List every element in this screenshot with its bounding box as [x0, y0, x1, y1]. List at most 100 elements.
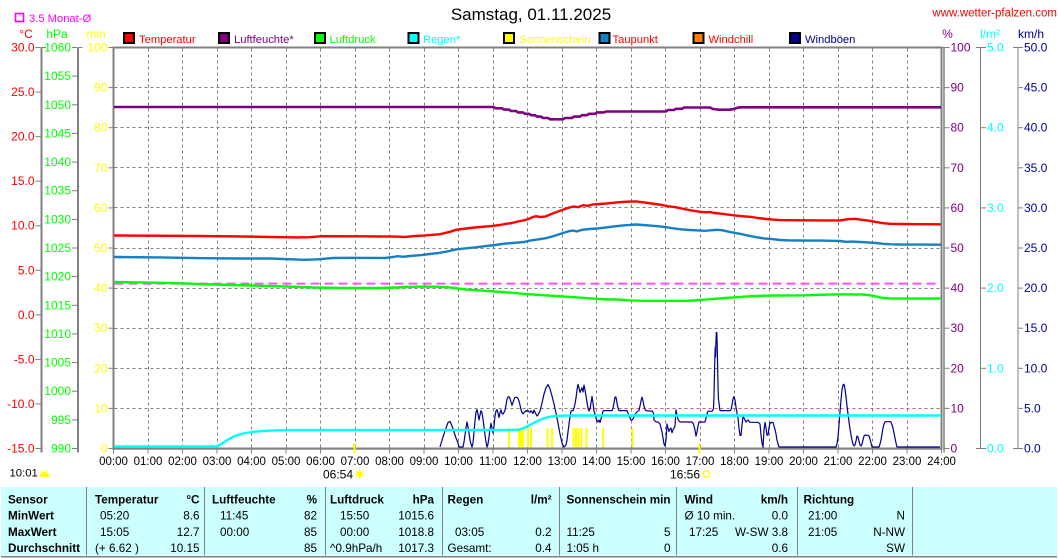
svg-text:20.0: 20.0 — [11, 130, 35, 144]
svg-text:Regen*: Regen* — [423, 34, 461, 46]
svg-text:Windböen: Windböen — [805, 34, 855, 46]
svg-text:03:05: 03:05 — [455, 526, 485, 539]
svg-text:1055: 1055 — [44, 69, 71, 83]
svg-text:60: 60 — [951, 201, 965, 215]
svg-text:Temperatur: Temperatur — [95, 494, 159, 507]
svg-text:35.0: 35.0 — [1024, 161, 1048, 175]
svg-text:1:05 h: 1:05 h — [567, 542, 600, 555]
svg-text:5.0: 5.0 — [18, 263, 35, 277]
svg-text:0.4: 0.4 — [535, 542, 552, 555]
svg-text:1010: 1010 — [44, 327, 71, 341]
svg-text:05:00: 05:00 — [272, 456, 301, 468]
svg-text:www.wetter-pfalzen.com: www.wetter-pfalzen.com — [931, 8, 1057, 20]
svg-text:(+ 6.62 ): (+ 6.62 ) — [95, 542, 139, 555]
svg-text:82: 82 — [304, 510, 317, 523]
svg-text:1045: 1045 — [44, 126, 71, 140]
svg-text:50.0: 50.0 — [1024, 41, 1048, 55]
svg-text:5.0: 5.0 — [1024, 401, 1041, 415]
svg-text:01:00: 01:00 — [134, 456, 163, 468]
svg-text:MinWert: MinWert — [8, 510, 54, 523]
svg-text:1015.6: 1015.6 — [398, 510, 434, 523]
svg-text:00:00: 00:00 — [99, 456, 128, 468]
svg-text:995: 995 — [51, 413, 71, 427]
svg-text:00:00: 00:00 — [220, 526, 250, 539]
svg-text:N: N — [897, 510, 905, 523]
svg-text:Luftdruck: Luftdruck — [330, 34, 376, 46]
svg-text:Wind: Wind — [685, 494, 713, 507]
svg-text:10:00: 10:00 — [444, 456, 473, 468]
svg-text:SW: SW — [886, 542, 905, 555]
svg-text:20.0: 20.0 — [1024, 281, 1048, 295]
svg-text:25.0: 25.0 — [11, 85, 35, 99]
svg-text:Samstag, 01.11.2025: Samstag, 01.11.2025 — [451, 5, 611, 24]
svg-text:10.0: 10.0 — [1024, 361, 1048, 375]
svg-text:1000: 1000 — [44, 384, 71, 398]
svg-text:11:25: 11:25 — [567, 526, 596, 539]
svg-text:06:54: 06:54 — [323, 468, 353, 482]
svg-text:60: 60 — [94, 201, 108, 215]
svg-text:10.0: 10.0 — [11, 219, 35, 233]
svg-text:Luftfeuchte: Luftfeuchte — [212, 494, 276, 507]
svg-text:30.0: 30.0 — [1024, 201, 1048, 215]
svg-text:21:00: 21:00 — [808, 510, 838, 523]
svg-text:990: 990 — [51, 442, 71, 456]
svg-text:70: 70 — [94, 161, 108, 175]
svg-text:13:00: 13:00 — [548, 456, 577, 468]
svg-text:100: 100 — [951, 41, 971, 55]
svg-text:70: 70 — [951, 161, 965, 175]
svg-text:1017.3: 1017.3 — [398, 542, 434, 555]
svg-text:00:00: 00:00 — [340, 526, 370, 539]
svg-text:MaxWert: MaxWert — [8, 526, 57, 539]
svg-text:85: 85 — [304, 542, 318, 555]
svg-text:km/h: km/h — [1018, 27, 1044, 41]
svg-text:°C: °C — [19, 27, 33, 41]
svg-text:Richtung: Richtung — [804, 494, 855, 507]
svg-text:1025: 1025 — [44, 241, 71, 255]
svg-text:40: 40 — [94, 281, 108, 295]
svg-text:22:00: 22:00 — [858, 456, 887, 468]
svg-text:min: min — [650, 494, 671, 507]
svg-text:21:05: 21:05 — [808, 526, 838, 539]
svg-text:hPa: hPa — [413, 494, 435, 507]
svg-text:21:00: 21:00 — [824, 456, 853, 468]
svg-text:Sonnenschein: Sonnenschein — [520, 34, 591, 46]
svg-text:-5.0: -5.0 — [14, 352, 35, 366]
svg-text:08:00: 08:00 — [375, 456, 404, 468]
svg-text:1015: 1015 — [44, 298, 71, 312]
svg-text:05:20: 05:20 — [100, 510, 130, 523]
svg-text:15:50: 15:50 — [340, 510, 370, 523]
svg-text:0: 0 — [664, 542, 671, 555]
svg-text:1018.8: 1018.8 — [398, 526, 434, 539]
svg-text:02:00: 02:00 — [168, 456, 197, 468]
svg-text:N-NW: N-NW — [873, 526, 905, 539]
svg-text:0.0: 0.0 — [772, 510, 789, 523]
svg-text:1050: 1050 — [44, 98, 71, 112]
svg-text:90: 90 — [951, 81, 965, 95]
svg-text:85: 85 — [304, 526, 318, 539]
svg-text:%: % — [942, 27, 953, 41]
svg-text:19:00: 19:00 — [755, 456, 784, 468]
svg-text:1005: 1005 — [44, 356, 71, 370]
svg-text:10.15: 10.15 — [170, 542, 200, 555]
svg-text:11:45: 11:45 — [220, 510, 249, 523]
svg-text:Luftdruck: Luftdruck — [330, 494, 384, 507]
svg-text:2.0: 2.0 — [987, 281, 1004, 295]
svg-text:-10.0: -10.0 — [7, 397, 35, 411]
svg-text:Luftfeuchte*: Luftfeuchte* — [234, 34, 294, 46]
svg-text:30: 30 — [94, 321, 108, 335]
svg-text:16:00: 16:00 — [651, 456, 680, 468]
svg-text:15.0: 15.0 — [1024, 321, 1048, 335]
svg-text:30.0: 30.0 — [11, 41, 35, 55]
svg-text:°C: °C — [186, 494, 200, 507]
svg-text:1.0: 1.0 — [987, 361, 1004, 375]
svg-text:Sonnenschein: Sonnenschein — [567, 494, 647, 507]
svg-text:5: 5 — [664, 526, 671, 539]
svg-text:0.0: 0.0 — [987, 442, 1004, 456]
svg-text:-15.0: -15.0 — [7, 442, 35, 456]
svg-text:12.7: 12.7 — [177, 526, 200, 539]
svg-text:50: 50 — [94, 241, 108, 255]
svg-text:20: 20 — [94, 361, 108, 375]
svg-text:80: 80 — [94, 121, 108, 135]
svg-text:Sensor: Sensor — [8, 494, 48, 507]
svg-text:07:00: 07:00 — [341, 456, 370, 468]
